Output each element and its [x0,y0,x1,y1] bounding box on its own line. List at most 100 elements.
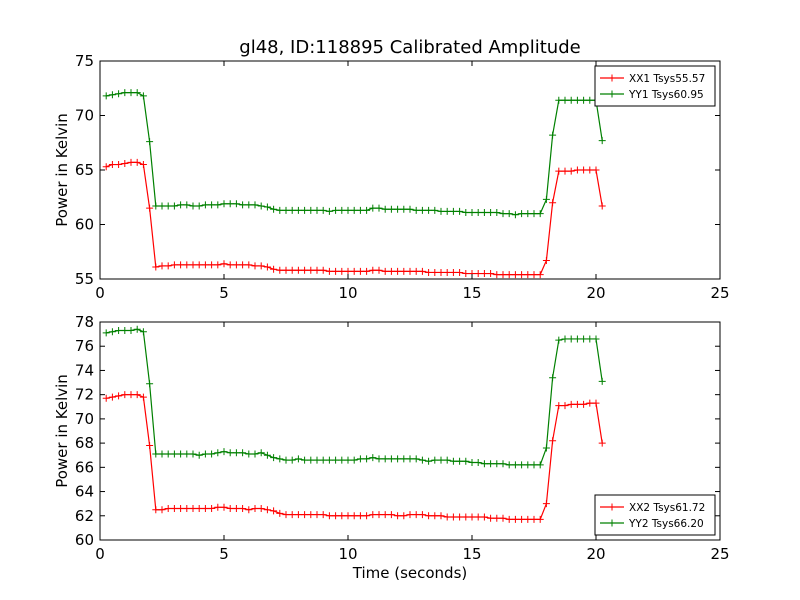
data-point [437,512,445,520]
legend-box [594,494,716,536]
data-point [598,202,606,210]
data-point [542,444,550,452]
data-point [189,261,197,269]
data-point [177,450,185,458]
legend-marker [608,519,616,527]
data-point [350,456,358,464]
data-point [480,460,488,468]
data-point [164,202,172,210]
data-point [400,267,408,275]
series-xx2 [102,391,606,523]
data-point [338,512,346,520]
data-point [332,456,340,464]
data-point [226,505,234,513]
data-point [133,158,141,166]
data-point [350,206,358,214]
data-point [412,455,420,463]
y-tick-label: 78 [75,313,94,331]
series-yy2 [102,325,606,469]
data-point [474,458,482,466]
data-point [195,261,203,269]
data-point [115,392,123,400]
data-point [418,206,426,214]
data-point [183,450,191,458]
data-point [195,202,203,210]
data-point [456,268,464,276]
x-axis-label: Time (seconds) [352,564,468,582]
data-point [121,89,129,97]
data-point [394,205,402,213]
data-point [115,326,123,334]
data-point [325,207,333,215]
data-point [394,455,402,463]
data-point [437,207,445,215]
data-point [263,506,271,514]
data-point [375,511,383,519]
data-point [524,461,532,469]
chart-title: gl48, ID:118895 Calibrated Amplitude [239,37,580,58]
x-tick-label: 5 [219,545,229,563]
data-point [208,505,216,513]
series-yy1 [102,89,606,219]
data-point [369,454,377,462]
x-tick-label: 10 [338,284,357,302]
data-point [332,206,340,214]
data-point [288,456,296,464]
data-point [524,210,532,218]
legend-label: YY1 Tsys60.95 [628,89,704,101]
data-point [177,505,185,513]
data-point [164,505,172,513]
data-point [356,512,364,520]
data-point [276,266,284,274]
data-point [158,262,166,270]
data-point [561,402,569,410]
data-point [555,96,563,104]
x-tick-label: 10 [338,545,357,563]
data-point [338,267,346,275]
x-tick-label: 20 [586,545,605,563]
data-point [102,394,110,402]
legend-box [594,65,716,107]
data-point [406,455,414,463]
data-point [301,206,309,214]
data-point [257,505,265,513]
data-point [567,167,575,175]
data-point [146,442,154,450]
data-point [468,458,476,466]
data-point [133,89,141,97]
x-tick-label: 15 [462,284,481,302]
data-point [232,261,240,269]
data-point [170,202,178,210]
data-point [363,206,371,214]
data-point [270,454,278,462]
data-point [363,512,371,520]
data-point [245,450,253,458]
data-point [449,513,457,521]
y-tick-label: 76 [75,337,94,355]
data-point [158,202,166,210]
data-point [381,511,389,519]
data-point [394,267,402,275]
data-point [549,374,557,382]
data-point [499,271,507,279]
data-point [524,515,532,523]
data-point [201,450,209,458]
data-point [158,450,166,458]
data-point [580,335,588,343]
data-point [487,514,495,522]
data-point [263,203,271,211]
data-point [102,163,110,171]
data-point [270,507,278,515]
data-point [592,399,600,407]
data-point [487,460,495,468]
data-point [598,137,606,145]
data-point [598,377,606,385]
data-point [195,451,203,459]
data-point [325,267,333,275]
data-point [499,210,507,218]
y-tick-label: 70 [75,410,94,428]
y-tick-label: 64 [75,483,94,501]
data-point [530,515,538,523]
data-point [555,336,563,344]
data-point [108,393,116,401]
